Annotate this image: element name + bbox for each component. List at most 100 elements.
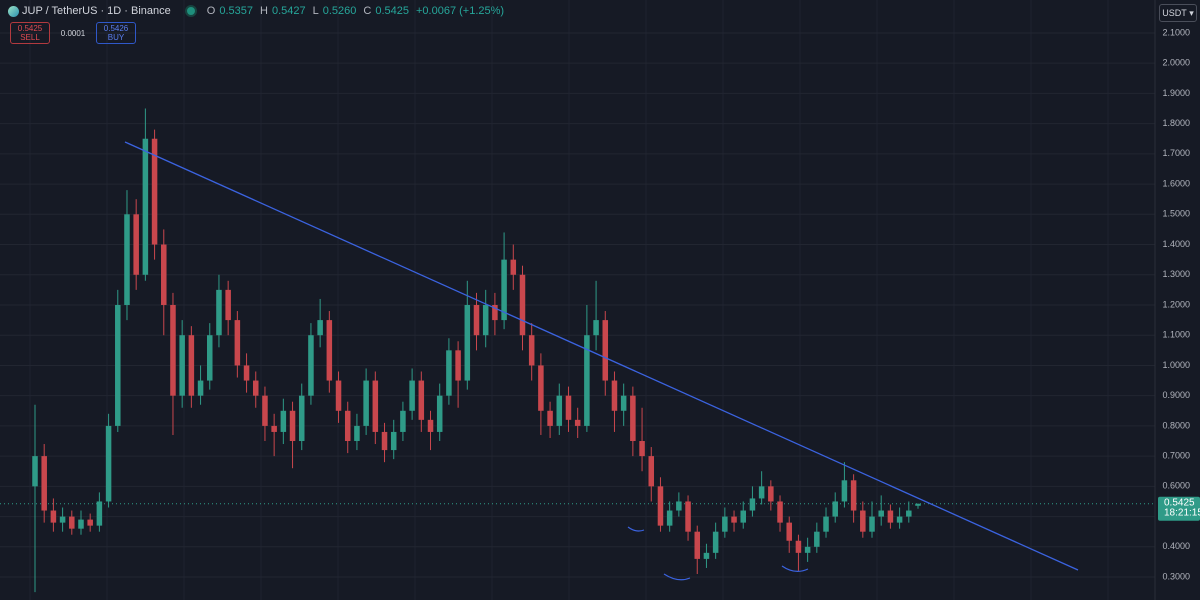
y-tick-label: 1.4000: [1162, 239, 1190, 249]
candle-body: [712, 531, 719, 553]
candle-body: [804, 546, 811, 553]
y-tick-label: 0.7000: [1162, 450, 1190, 460]
candle-body: [731, 516, 737, 523]
candle-body: [151, 138, 158, 245]
price-tag: 0.5425 18:21:15: [1158, 496, 1200, 521]
candle-body: [207, 335, 213, 381]
candle-body: [482, 304, 489, 336]
candle-body: [584, 335, 590, 426]
candle-body: [409, 380, 415, 411]
symbol[interactable]: JUP / TetherUS · 1D · Binance: [22, 5, 171, 17]
grid: [0, 0, 1155, 600]
buy-price: 0.5426: [103, 24, 129, 33]
candle-body: [896, 516, 903, 523]
candle-body: [850, 480, 857, 511]
countdown: 18:21:15: [1164, 507, 1200, 518]
candle-body: [538, 365, 544, 411]
y-tick-label: 1.2000: [1162, 299, 1190, 309]
candle-body: [611, 380, 618, 411]
y-tick-label: 2.0000: [1162, 58, 1190, 68]
candle-body: [565, 395, 572, 420]
candle-body: [69, 516, 75, 529]
ohlc-value: 0.5357: [219, 5, 253, 17]
candle-body: [492, 304, 498, 321]
candle-body: [335, 380, 342, 411]
candle-body: [372, 380, 379, 432]
y-tick-label: 2.1000: [1162, 27, 1190, 37]
candle-body: [749, 498, 756, 511]
y-tick-label: 0.9000: [1162, 390, 1190, 400]
currency: USDT: [1162, 8, 1187, 18]
candle-body: [381, 431, 388, 451]
candle-body: [639, 441, 645, 457]
candle-body: [87, 519, 93, 526]
candle-body: [188, 335, 195, 396]
candle-body: [722, 516, 728, 532]
buy-button[interactable]: 0.5426 BUY: [96, 22, 136, 44]
bottom-arc: [663, 573, 691, 581]
y-tick-label: 0.3000: [1162, 571, 1190, 581]
candle-body: [556, 395, 563, 426]
candle-body: [703, 552, 710, 559]
candle-body: [473, 304, 480, 336]
candle-body: [280, 410, 287, 432]
candle-body: [685, 501, 691, 532]
spread: 0.0001: [60, 28, 86, 38]
candle-body: [216, 289, 222, 336]
ohlc-key: C: [363, 5, 372, 17]
candle-body: [308, 335, 314, 396]
candle-body: [814, 531, 820, 547]
y-tick-label: 0.4000: [1162, 541, 1190, 551]
candle-body: [823, 516, 829, 532]
candle-body: [344, 410, 351, 442]
candle-body: [887, 510, 894, 523]
candle-body: [32, 456, 38, 487]
candle-body: [197, 380, 204, 396]
candle-body: [464, 304, 471, 381]
candle-body: [657, 486, 664, 526]
candle-body: [446, 350, 452, 396]
sell-button[interactable]: 0.5425 SELL: [10, 22, 50, 44]
candle-body: [602, 320, 609, 381]
candle-body: [105, 425, 112, 502]
candle-body: [501, 259, 507, 321]
candles: [32, 108, 921, 593]
ohlc-key: H: [260, 5, 268, 17]
candle-body: [676, 501, 682, 511]
candle-body: [96, 501, 103, 526]
candle-body: [869, 516, 875, 532]
ohlc-value: 0.5427: [271, 5, 306, 17]
candle-body: [427, 419, 434, 432]
sell-label: SELL: [20, 33, 40, 42]
candle-body: [860, 510, 866, 532]
currency-button[interactable]: USDT ▾: [1159, 4, 1197, 22]
candle-body: [519, 274, 526, 336]
candle-body: [777, 501, 783, 523]
ohlc-value: 0.5260: [322, 5, 357, 17]
candle-body: [455, 350, 461, 381]
candle-body: [363, 380, 369, 426]
candle-body: [271, 425, 277, 432]
y-tick-label: 1.7000: [1162, 148, 1190, 158]
candle-body: [620, 395, 627, 411]
candle-body: [124, 214, 130, 305]
candle-body: [593, 320, 599, 336]
candle-body: [418, 380, 425, 420]
candle-body: [694, 531, 701, 559]
sell-price: 0.5425: [17, 24, 43, 33]
candle-body: [317, 320, 323, 336]
candle-body: [740, 510, 746, 523]
candle-body: [78, 519, 84, 529]
bottom-arc: [627, 526, 645, 532]
symbol-logo: [8, 6, 19, 17]
candle-body: [243, 365, 250, 381]
candle-body: [262, 395, 268, 426]
trade-panel: 0.5425 SELL 0.0001 0.5426 BUY: [10, 22, 136, 44]
candle-body: [234, 320, 241, 366]
candle-body: [832, 501, 838, 517]
candle-body: [41, 456, 47, 511]
change: +0.0067 (+1.25%): [416, 5, 505, 17]
candle-body: [59, 516, 66, 523]
candle-body: [528, 335, 535, 366]
